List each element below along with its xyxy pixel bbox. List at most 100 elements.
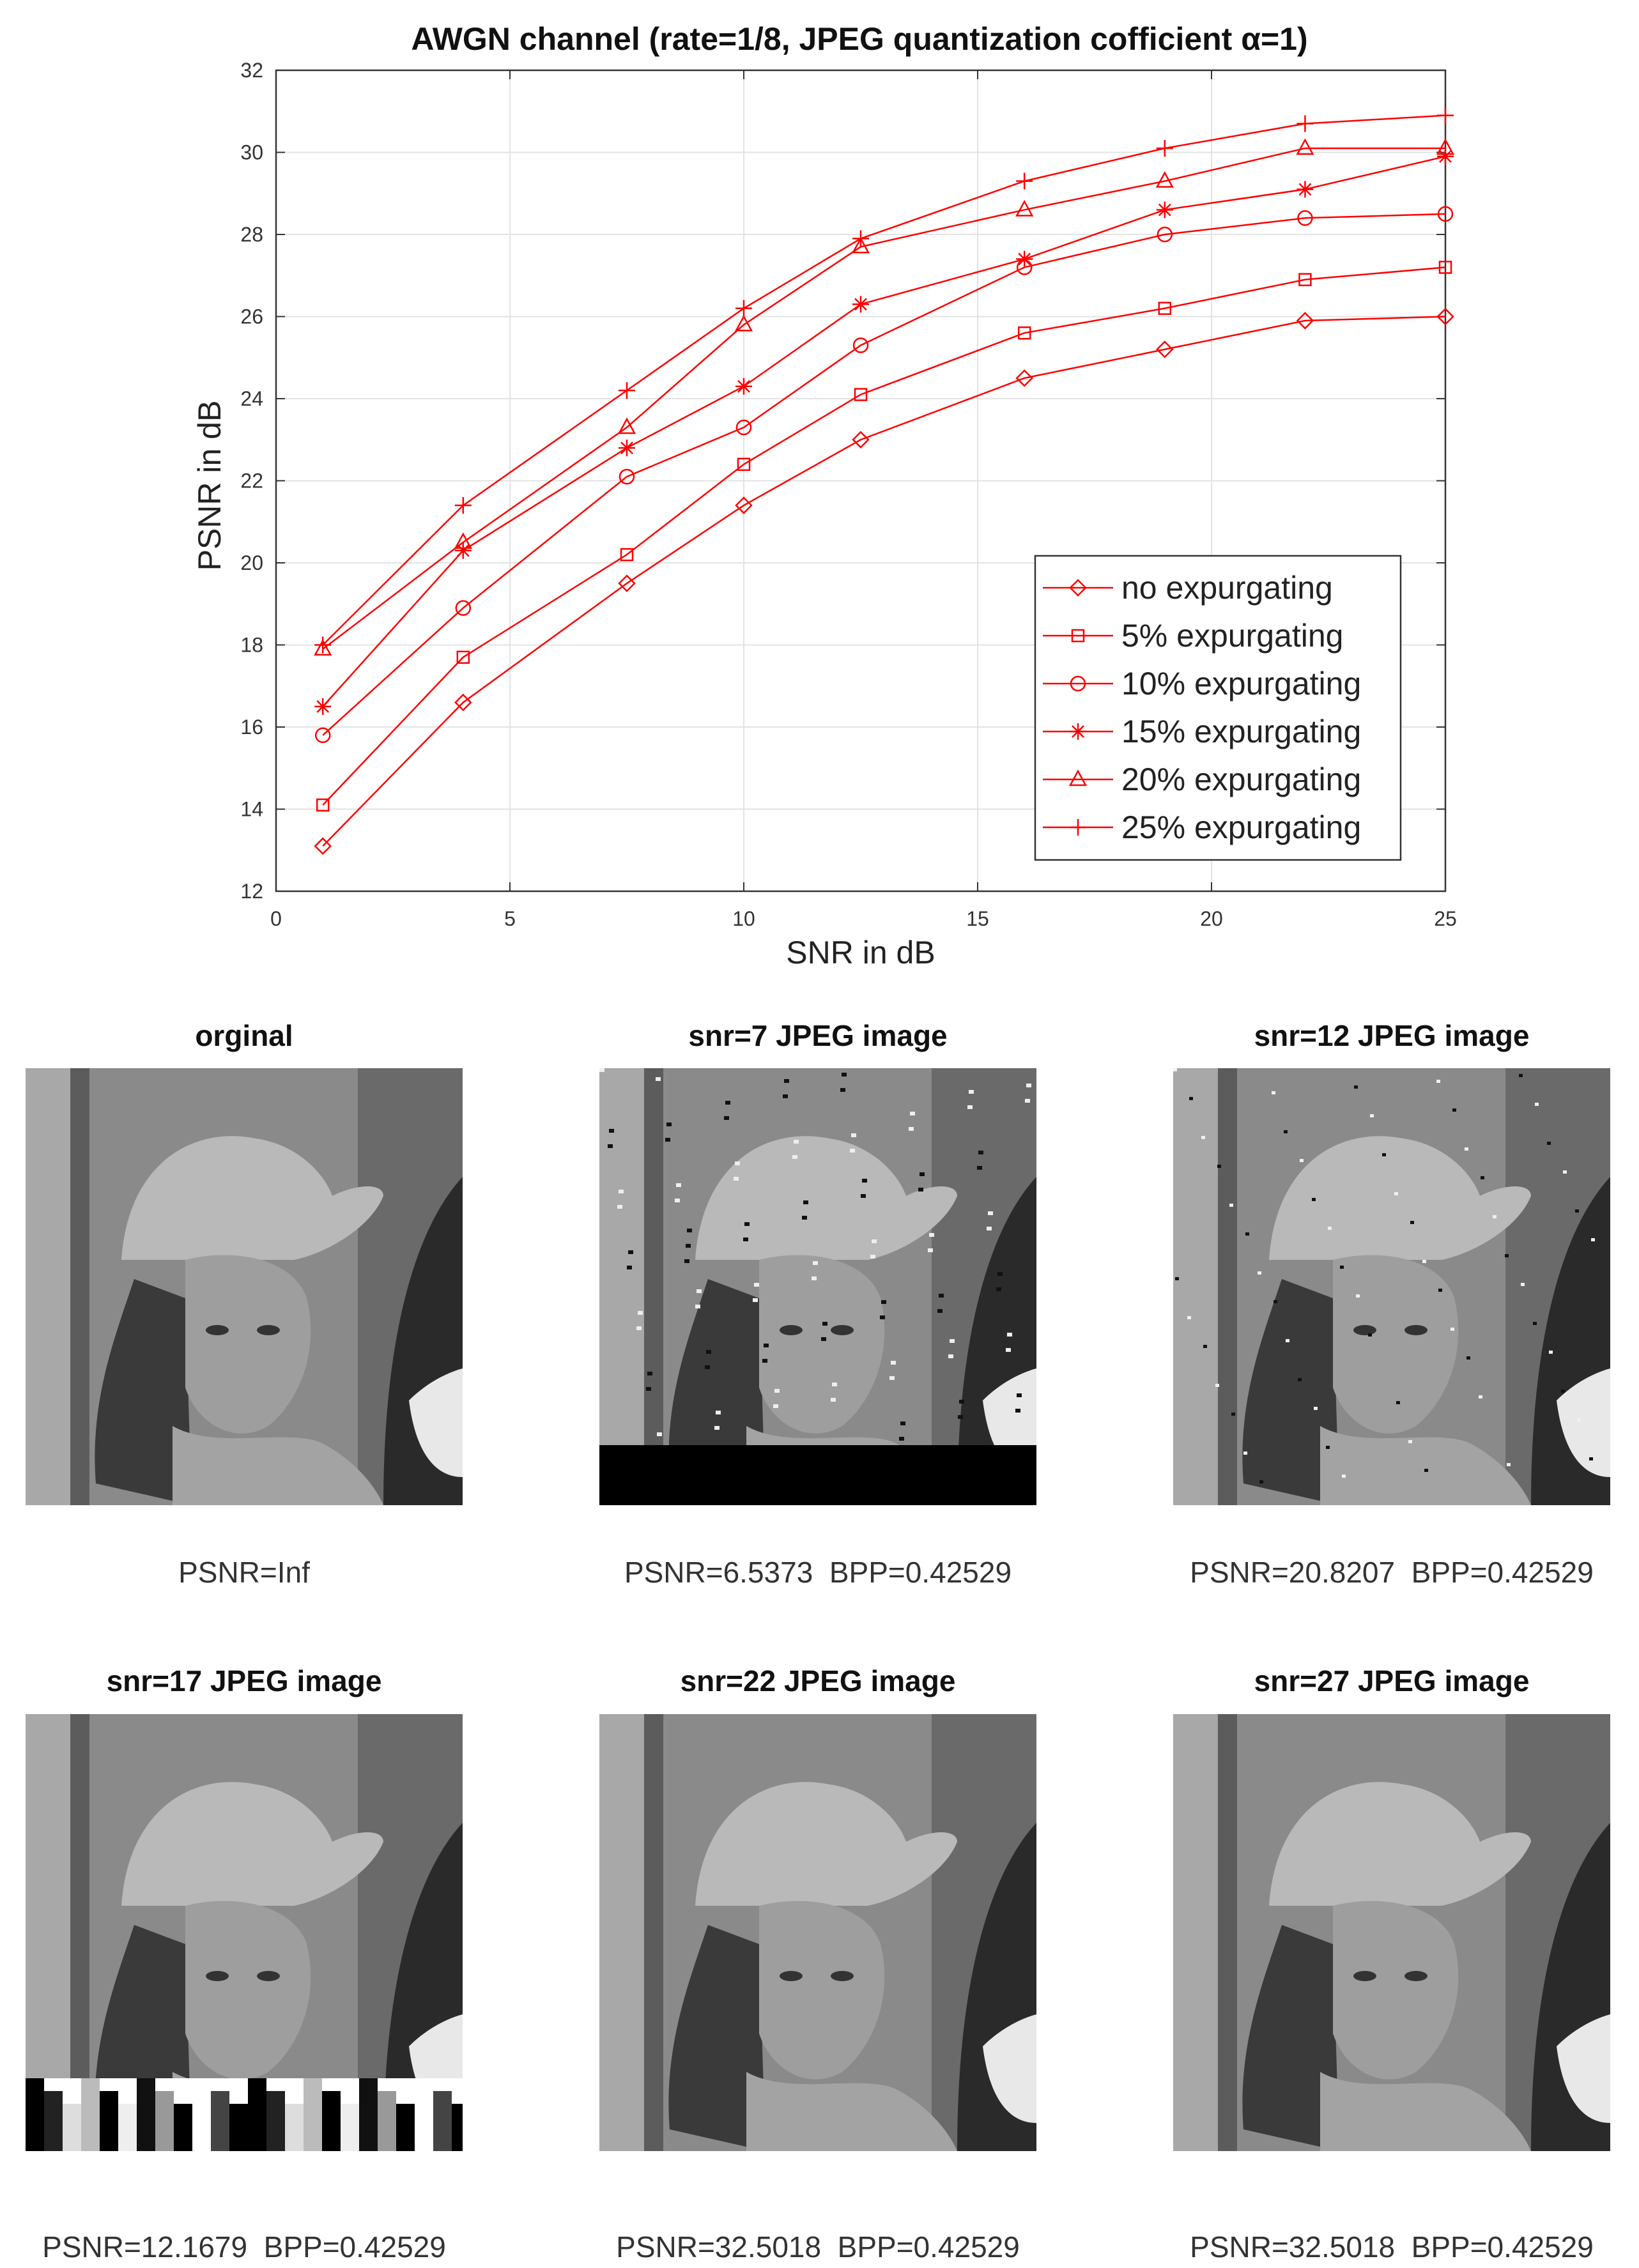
data-point bbox=[1016, 250, 1033, 268]
panel-image bbox=[26, 1714, 463, 2151]
data-point bbox=[1155, 171, 1174, 188]
x-tick-label: 25 bbox=[1434, 907, 1457, 930]
y-tick-label: 30 bbox=[240, 141, 263, 164]
legend-label: 10% expurgating bbox=[1121, 666, 1361, 701]
portrait-image bbox=[1173, 1714, 1610, 2151]
data-point bbox=[1297, 181, 1314, 198]
y-tick-label: 32 bbox=[240, 59, 263, 82]
legend-box bbox=[1034, 555, 1402, 861]
legend-label: 20% expurgating bbox=[1121, 762, 1361, 797]
chart-legend: no expurgating 5% expurgating 10% expurgat… bbox=[1034, 555, 1402, 861]
chart-grid bbox=[275, 70, 1446, 892]
data-point bbox=[1436, 138, 1455, 155]
data-point bbox=[619, 468, 635, 485]
data-point bbox=[735, 496, 753, 514]
panel-title: snr=7 JPEG image bbox=[688, 1019, 948, 1052]
data-point bbox=[455, 600, 472, 616]
panel-caption: PSNR=32.5018 BPP=0.42529 bbox=[616, 2230, 1020, 2264]
data-point bbox=[620, 548, 634, 562]
data-point bbox=[852, 337, 869, 353]
data-point bbox=[454, 497, 472, 514]
data-point bbox=[1015, 199, 1034, 217]
plot-frame bbox=[275, 69, 1447, 893]
panel-caption: PSNR=6.5373 BPP=0.42529 bbox=[624, 1556, 1012, 1589]
panel-title: snr=22 JPEG image bbox=[680, 1664, 956, 1697]
y-tick-label: 20 bbox=[240, 551, 263, 574]
data-point bbox=[454, 532, 472, 549]
legend-marker bbox=[1071, 629, 1085, 643]
portrait-image bbox=[599, 1068, 1036, 1505]
data-point bbox=[852, 230, 869, 247]
panel-caption: PSNR=Inf bbox=[178, 1556, 310, 1589]
y-tick-label: 14 bbox=[240, 798, 263, 821]
data-point bbox=[1437, 148, 1454, 165]
data-point bbox=[1156, 201, 1173, 218]
data-point bbox=[314, 639, 332, 656]
y-tick-label: 16 bbox=[240, 716, 263, 739]
legend-marker bbox=[1070, 819, 1086, 836]
data-point bbox=[1438, 261, 1452, 274]
x-tick-label: 0 bbox=[270, 907, 282, 930]
data-point bbox=[1297, 115, 1314, 132]
data-point bbox=[454, 542, 472, 559]
x-tick-label: 20 bbox=[1200, 907, 1223, 930]
data-point bbox=[851, 236, 870, 254]
y-tick-label: 22 bbox=[240, 470, 263, 493]
y-axis-label: PSNR in dB bbox=[192, 401, 227, 571]
panel-caption: PSNR=20.8207 BPP=0.42529 bbox=[1190, 1556, 1594, 1589]
x-tick-label: 15 bbox=[966, 907, 989, 930]
panel-image bbox=[599, 1714, 1036, 2151]
y-tick-label: 28 bbox=[240, 223, 263, 246]
panel-title: orginal bbox=[195, 1019, 293, 1052]
portrait-image bbox=[599, 1714, 1036, 2151]
x-axis-label: SNR in dB bbox=[786, 935, 935, 970]
psnr-vs-snr-chart: AWGN channel (rate=1/8, JPEG quantizatio… bbox=[192, 21, 1457, 970]
series-line-2 bbox=[322, 213, 1446, 736]
data-point bbox=[735, 419, 752, 436]
data-point bbox=[454, 693, 472, 712]
data-point bbox=[852, 431, 870, 449]
data-point bbox=[1015, 369, 1033, 387]
data-point bbox=[1298, 273, 1312, 286]
panel-image bbox=[26, 1068, 463, 1505]
data-point bbox=[1437, 206, 1454, 222]
data-point bbox=[1296, 138, 1314, 155]
panel-caption: PSNR=12.1679 BPP=0.42529 bbox=[42, 2230, 446, 2264]
y-tick-label: 12 bbox=[240, 880, 263, 903]
data-point bbox=[1017, 326, 1031, 340]
y-tick-label: 24 bbox=[240, 387, 263, 410]
data-point bbox=[852, 296, 869, 313]
data-point bbox=[314, 727, 331, 744]
legend-marker bbox=[1069, 579, 1087, 597]
data-point bbox=[1156, 341, 1174, 358]
data-point bbox=[617, 417, 636, 434]
portrait-image bbox=[26, 1714, 463, 2151]
x-tick-label: 5 bbox=[504, 907, 516, 930]
data-point bbox=[316, 798, 330, 812]
panel-image bbox=[1173, 1068, 1610, 1505]
data-point bbox=[456, 650, 470, 664]
data-point bbox=[314, 837, 332, 855]
panel-image bbox=[1173, 1714, 1610, 2151]
panel-image bbox=[599, 1068, 1036, 1505]
series-line-0 bbox=[322, 316, 1446, 847]
data-point bbox=[1016, 172, 1033, 190]
legend-label: 15% expurgating bbox=[1121, 714, 1361, 749]
portrait-image bbox=[1173, 1068, 1610, 1505]
data-point bbox=[737, 457, 751, 471]
chart-title: AWGN channel (rate=1/8, JPEG quantizatio… bbox=[411, 21, 1307, 57]
data-point bbox=[619, 382, 635, 399]
data-point bbox=[1157, 226, 1173, 243]
data-point bbox=[618, 574, 636, 592]
data-point bbox=[619, 440, 635, 457]
panel-title: snr=17 JPEG image bbox=[106, 1664, 382, 1697]
data-point bbox=[735, 378, 752, 395]
panel-title: snr=12 JPEG image bbox=[1254, 1019, 1530, 1052]
data-point bbox=[1158, 302, 1172, 315]
panel-title: snr=27 JPEG image bbox=[1254, 1664, 1530, 1697]
series-line-1 bbox=[322, 266, 1446, 806]
legend-label: 25% expurgating bbox=[1121, 809, 1361, 845]
data-point bbox=[734, 314, 753, 332]
legend-marker bbox=[1070, 723, 1086, 740]
y-tick-label: 26 bbox=[240, 305, 263, 328]
